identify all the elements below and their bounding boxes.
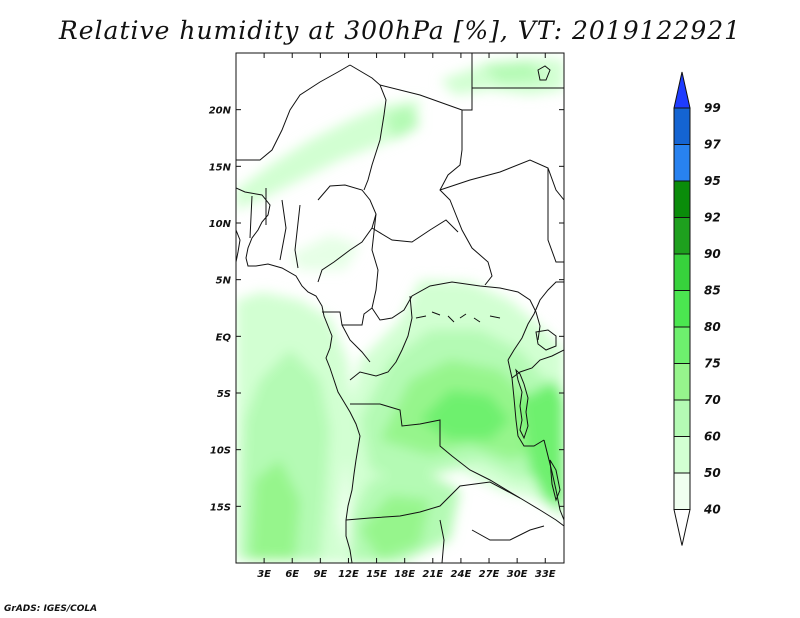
colorbar-segment (673, 363, 691, 401)
lake-tanganyika (515, 368, 529, 440)
field-north-streak-core (385, 105, 420, 140)
border-libya-egypt (462, 53, 564, 111)
coastline-atlantic (236, 187, 361, 563)
x-tick-label: 33E (535, 569, 556, 580)
field-nigeria-patch (290, 235, 360, 270)
border-angola-drc (350, 403, 521, 499)
y-tick-label: 15S (210, 502, 231, 513)
colorbar-segment (673, 326, 691, 364)
lake-victoria (535, 329, 557, 351)
colorbar-label: 50 (704, 466, 721, 480)
x-tick-label: 18E (394, 569, 415, 580)
colorbar-label: 95 (704, 174, 721, 188)
colorbar-bottom-arrow (673, 509, 691, 546)
colorbar-label: 99 (704, 101, 721, 115)
border-gabon-congo (322, 307, 373, 363)
border-uganda (507, 281, 564, 361)
political-boundaries (236, 53, 564, 563)
y-tick-label: 15N (209, 162, 232, 173)
colorbar-segment (673, 399, 691, 437)
border-congo-drc (349, 295, 413, 381)
colorbar-label: 40 (703, 503, 721, 517)
field-northeast-core (480, 62, 545, 82)
colorbar-label: 85 (704, 284, 721, 298)
coastline-far-west (236, 229, 241, 263)
colorbar-segment (673, 290, 691, 328)
map-axes: 3E 6E 9E 12E 15E 18E 21E 24E 27E 30E 33E 20N 15N 10N 5… (209, 53, 564, 580)
colorbar-label: 97 (704, 138, 721, 152)
river-congo (415, 311, 501, 323)
colorbar-segment (673, 472, 691, 510)
x-tick-label: 21E (422, 569, 443, 580)
border-south (439, 519, 545, 563)
y-tick-label: EQ (216, 332, 232, 343)
colorbar-label: 75 (704, 357, 721, 371)
field-south-strong (360, 495, 430, 560)
border-sahara-west (236, 64, 387, 191)
colorbar-segment (673, 180, 691, 218)
border-cameroon-car (371, 213, 459, 309)
colorbar-top-arrow (673, 71, 691, 109)
humidity-field (236, 53, 564, 563)
colorbar-segment (673, 436, 691, 474)
y-tick-label: 5N (216, 276, 232, 287)
border-angola-zambia (345, 481, 564, 527)
y-tick-label: 20N (209, 106, 232, 117)
colorbar-label: 60 (704, 430, 721, 444)
border-sudan (439, 159, 564, 263)
field-north-streak (236, 100, 420, 210)
chart-title: Relative humidity at 300hPa [%], VT: 201… (58, 16, 742, 45)
colorbar-segment (673, 217, 691, 255)
y-tick-label: 10S (210, 446, 231, 457)
y-tick-label: 5S (217, 389, 231, 400)
x-tick-label: 6E (285, 569, 299, 580)
x-tick-label: 9E (313, 569, 327, 580)
colorbar: 99 97 95 92 90 85 80 75 70 60 50 40 (673, 71, 721, 546)
y-tick-label: 10N (209, 219, 232, 230)
grads-credit: GrADS: IGES/COLA (4, 604, 98, 614)
x-tick-label: 24E (451, 569, 472, 580)
colorbar-segment (673, 253, 691, 291)
colorbar-label: 70 (704, 393, 721, 407)
x-tick-label: 27E (479, 569, 500, 580)
x-tick-label: 12E (338, 569, 359, 580)
field-southwest-strong (250, 460, 300, 560)
border-car-drc (371, 281, 541, 341)
map-frame (235, 52, 565, 564)
border-west-africa (249, 184, 377, 283)
lake-malawi (549, 459, 561, 502)
border-malawi (543, 439, 564, 521)
colorbar-segment (673, 107, 691, 145)
colorbar-segment (673, 144, 691, 182)
x-tick-label: 15E (366, 569, 387, 580)
colorbar-label: 92 (704, 211, 721, 225)
colorbar-label: 80 (704, 320, 721, 334)
x-tick-label: 30E (507, 569, 528, 580)
border-chad (379, 84, 493, 286)
field-central-core (420, 390, 510, 440)
x-tick-label: 3E (257, 569, 271, 580)
sinai-outline (537, 65, 551, 81)
colorbar-label: 90 (704, 247, 721, 261)
